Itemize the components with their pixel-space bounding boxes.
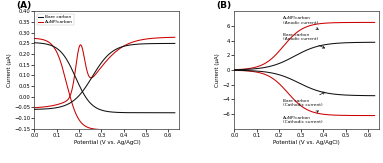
Text: AuNP/carbon
(Anodic current): AuNP/carbon (Anodic current) (283, 16, 319, 29)
X-axis label: Potential (V vs. Ag/AgCl): Potential (V vs. Ag/AgCl) (273, 140, 340, 145)
Y-axis label: Current (μA): Current (μA) (215, 53, 220, 87)
Text: (A): (A) (16, 1, 31, 10)
Legend: Bare carbon, AuNP/carbon: Bare carbon, AuNP/carbon (37, 14, 74, 25)
X-axis label: Potential (V vs. Ag/AgCl): Potential (V vs. Ag/AgCl) (74, 140, 140, 145)
Text: (B): (B) (216, 1, 231, 10)
Text: Bare carbon
(Cathodic current): Bare carbon (Cathodic current) (283, 92, 325, 107)
Text: Bare carbon
(Anodic current): Bare carbon (Anodic current) (283, 33, 325, 48)
Y-axis label: Current (μA): Current (μA) (7, 53, 12, 87)
Text: AuNP/carbon
(Cathodic current): AuNP/carbon (Cathodic current) (283, 111, 323, 124)
